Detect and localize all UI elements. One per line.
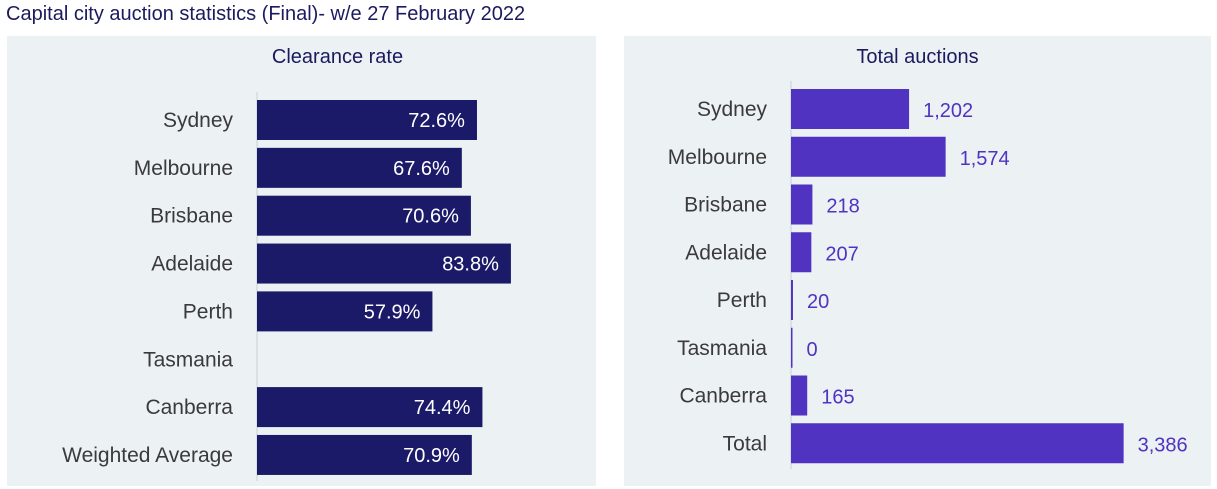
auctions-category-perth: Perth	[717, 289, 767, 312]
clearance-value-canberra: 74.4%	[414, 397, 471, 419]
clearance-category-brisbane: Brisbane	[150, 205, 233, 228]
clearance-category-tasmania: Tasmania	[143, 348, 233, 371]
auctions-value-melbourne: 1,574	[960, 148, 1010, 170]
auctions-bar-adelaide	[791, 232, 812, 273]
clearance-bar-perth	[257, 291, 433, 332]
clearance-category-sydney: Sydney	[163, 109, 234, 132]
auctions-category-canberra: Canberra	[679, 385, 767, 408]
auctions-value-tasmania: 0	[807, 339, 818, 361]
auctions-value-sydney: 1,202	[923, 100, 973, 122]
auctions-category-sydney: Sydney	[697, 98, 768, 121]
clearance-value-melbourne: 67.6%	[393, 158, 450, 180]
auctions-bar-canberra	[791, 375, 808, 416]
total-auctions-title: Total auctions	[856, 46, 979, 68]
clearance-category-weighted-average: Weighted Average	[62, 444, 233, 467]
clearance-value-adelaide: 83.8%	[442, 254, 499, 276]
auctions-bar-melbourne	[791, 136, 946, 177]
clearance-rate-title: Clearance rate	[271, 46, 404, 68]
auctions-category-brisbane: Brisbane	[684, 194, 767, 217]
clearance-bar-melbourne	[257, 147, 462, 188]
clearance-value-brisbane: 70.6%	[402, 206, 459, 228]
clearance-bar-weighted-average	[257, 434, 472, 475]
auctions-bar-tasmania	[791, 327, 793, 368]
total-auctions-chart: Sydney 1,202 Melbourne 1,574 Brisbane 218 Adel…	[668, 81, 1188, 470]
page-title: Capital city auction statistics (Final)-…	[6, 3, 526, 25]
auctions-bar-perth	[791, 280, 793, 320]
clearance-rate-chart: Sydney 72.6% Melbourne 67.6% Brisbane 70.6% Ad…	[62, 92, 511, 481]
clearance-category-canberra: Canberra	[145, 396, 233, 419]
clearance-bar-adelaide	[257, 243, 511, 284]
auctions-category-adelaide: Adelaide	[685, 241, 767, 264]
auctions-value-canberra: 165	[821, 387, 854, 409]
clearance-category-adelaide: Adelaide	[151, 253, 233, 276]
auctions-category-melbourne: Melbourne	[668, 146, 767, 169]
auctions-bar-sydney	[791, 89, 910, 129]
auctions-category-tasmania: Tasmania	[677, 337, 767, 360]
clearance-category-melbourne: Melbourne	[134, 157, 233, 180]
clearance-bar-sydney	[257, 100, 477, 140]
clearance-category-perth: Perth	[183, 300, 233, 323]
auctions-bar-brisbane	[791, 184, 813, 225]
clearance-value-perth: 57.9%	[364, 301, 421, 323]
clearance-bar-brisbane	[257, 195, 471, 236]
auctions-category-total: Total	[723, 432, 767, 455]
clearance-value-weighted-average: 70.9%	[403, 445, 460, 467]
auctions-value-brisbane: 218	[826, 196, 859, 218]
auctions-value-perth: 20	[807, 291, 829, 313]
clearance-rate-panel: Clearance rate Sydney 72.6% Melbourne 67.6%…	[7, 36, 596, 486]
total-auctions-panel: Total auctions Sydney 1,202 Melbourne 1,574…	[624, 36, 1211, 486]
auctions-value-adelaide: 207	[825, 243, 858, 265]
auctions-bar-total	[791, 423, 1124, 464]
clearance-bar-canberra	[257, 387, 483, 428]
auctions-value-total: 3,386	[1138, 434, 1188, 456]
clearance-value-sydney: 72.6%	[408, 110, 465, 132]
